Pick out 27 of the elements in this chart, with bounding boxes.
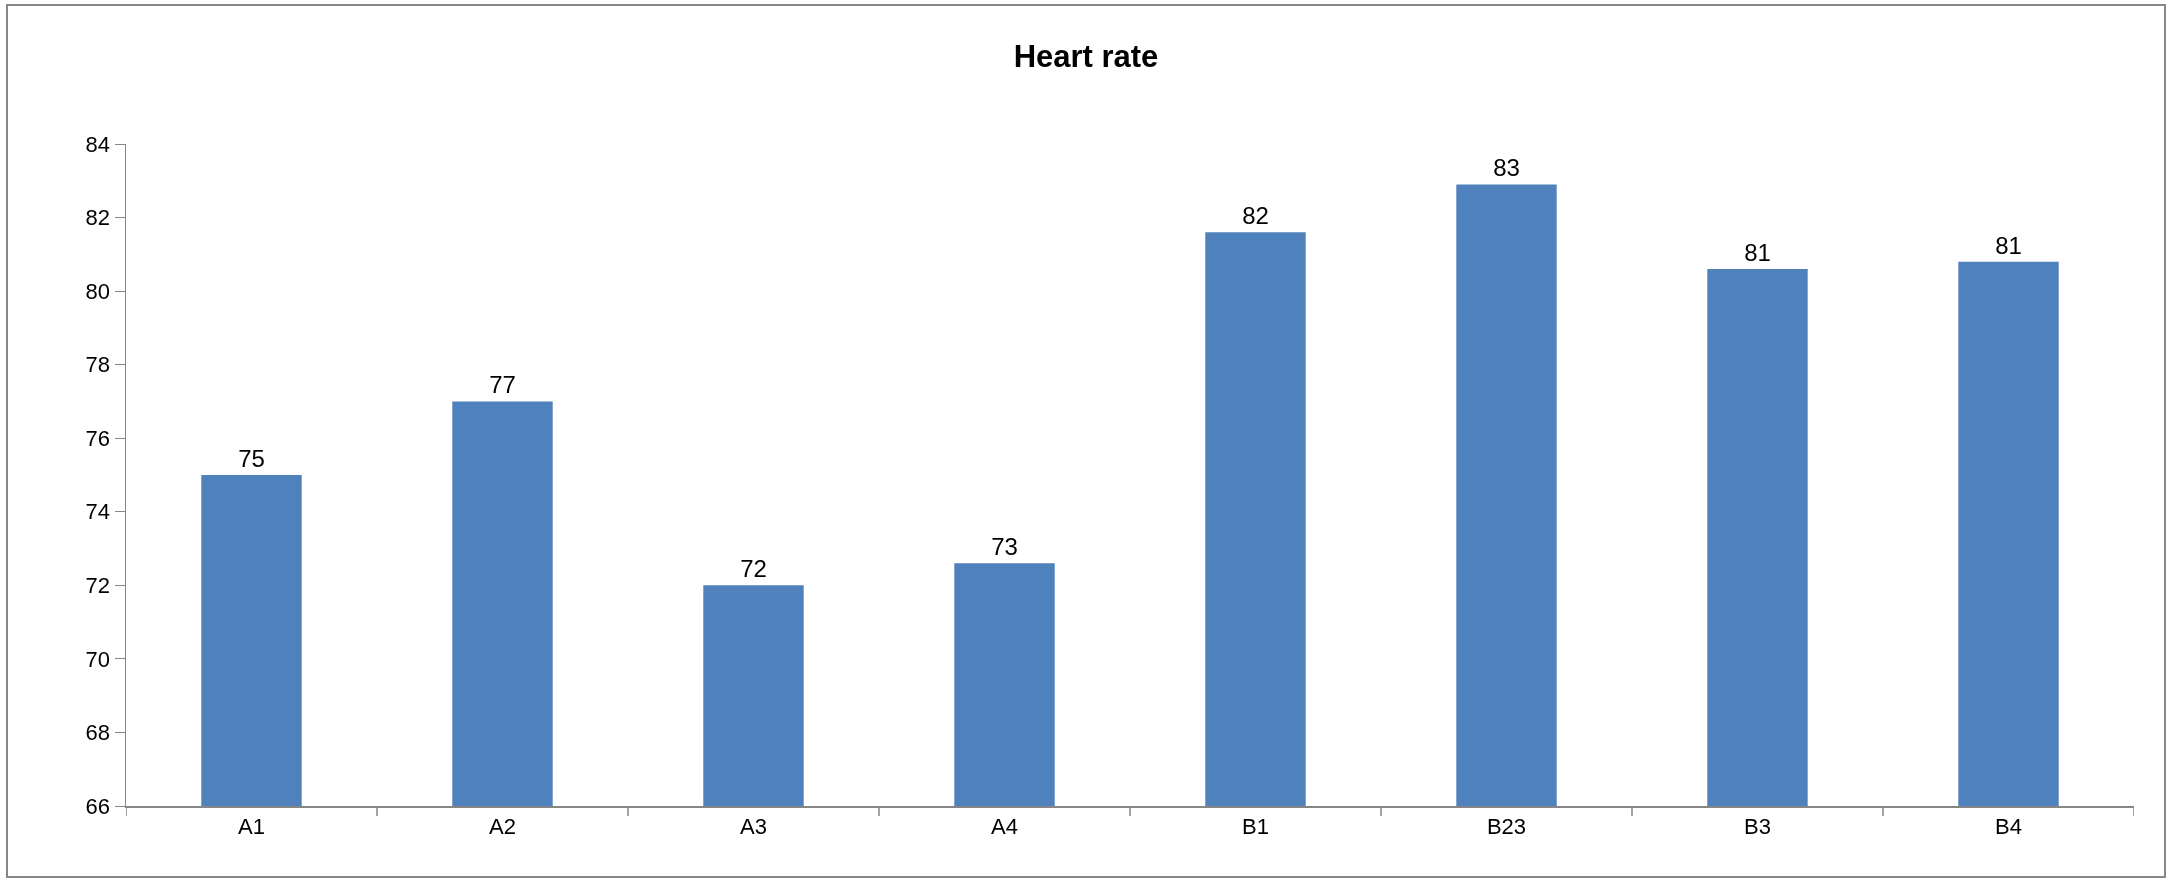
y-tick-label: 76 — [85, 425, 111, 451]
data-label: 83 — [1493, 154, 1520, 182]
y-tick-label: 82 — [85, 205, 111, 231]
x-tick-label: A1 — [238, 813, 265, 839]
chart-title: Heart rate — [1013, 38, 1159, 74]
data-label: 81 — [1995, 231, 2022, 259]
x-tick-label: A3 — [740, 813, 767, 839]
data-label: 77 — [489, 371, 516, 399]
x-tick-label: B4 — [1995, 813, 2022, 839]
y-tick-label: 68 — [85, 720, 111, 746]
x-tick-label: B1 — [1242, 813, 1269, 839]
x-tick-label: B3 — [1744, 813, 1771, 839]
y-tick-label: 72 — [85, 573, 111, 599]
x-tick-label: A4 — [991, 813, 1018, 839]
data-label: 72 — [740, 555, 767, 583]
data-label: 82 — [1242, 202, 1269, 230]
data-label: 75 — [238, 445, 265, 472]
y-tick-label: 84 — [85, 131, 111, 157]
y-tick-label: 78 — [85, 352, 111, 378]
y-tick-label: 80 — [85, 278, 111, 304]
x-tick-label: B23 — [1486, 813, 1527, 839]
y-tick-label: 74 — [85, 499, 111, 525]
data-label: 81 — [1744, 239, 1771, 267]
x-tick-label: A2 — [489, 813, 516, 839]
y-tick-label: 66 — [85, 793, 111, 819]
y-tick-label: 70 — [85, 646, 111, 672]
data-label: 73 — [991, 533, 1018, 561]
